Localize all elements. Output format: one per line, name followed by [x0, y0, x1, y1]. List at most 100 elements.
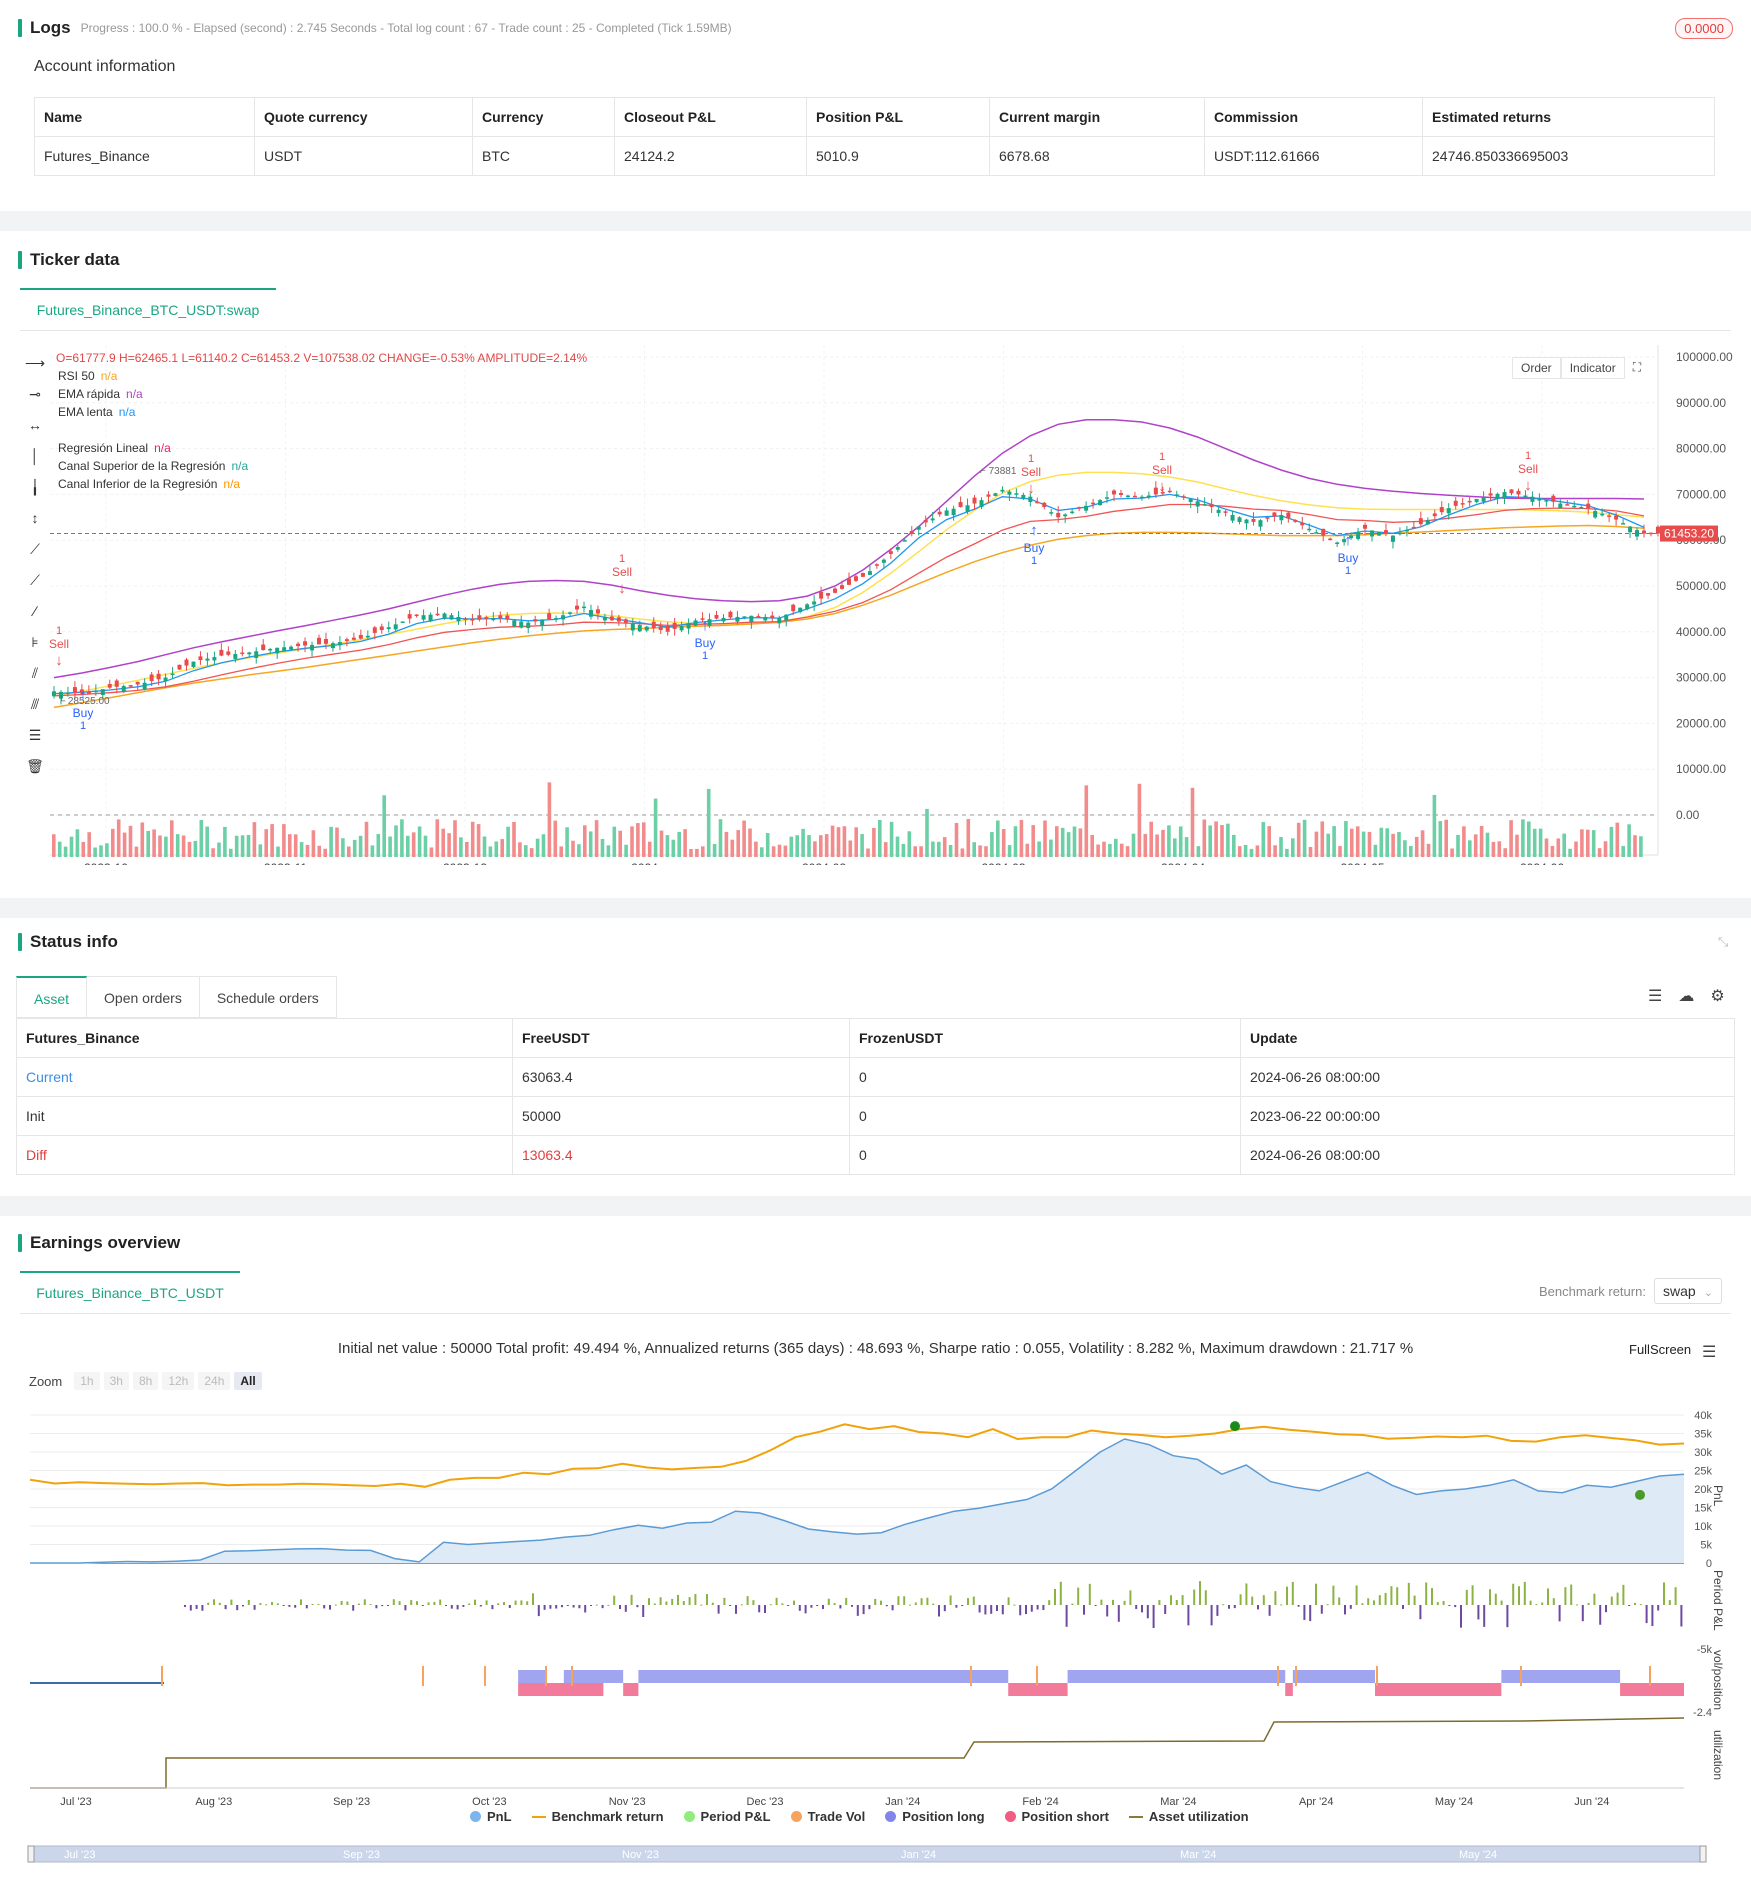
- table-cell: 0: [849, 1135, 1241, 1175]
- earnings-chart[interactable]: 40k 35k 30k 25k 20k 15k 10k 5k 0 PnL -5k Period P&L…: [24, 1400, 1734, 1870]
- sell-arrow-icon: ↓: [1524, 477, 1532, 494]
- gear-icon[interactable]: ⚙: [1710, 988, 1725, 1005]
- legend-item[interactable]: Benchmark return: [531, 1809, 664, 1824]
- parallel-channel-icon[interactable]: ⫽: [31, 665, 39, 681]
- zoom-all-button[interactable]: All: [234, 1372, 262, 1390]
- period-pnl-bar: [1558, 1605, 1561, 1622]
- candle-body: [1551, 495, 1556, 502]
- tab-ticker-symbol[interactable]: Futures_Binance_BTC_USDT:swap: [20, 288, 276, 330]
- candle-body: [1600, 513, 1605, 516]
- legend-item[interactable]: PnL: [470, 1809, 512, 1824]
- volume-bar: [1426, 843, 1431, 857]
- legend-item[interactable]: Trade Vol: [790, 1809, 865, 1824]
- period-pnl-bar: [1407, 1582, 1410, 1605]
- menu-icon[interactable]: ☰: [1702, 1344, 1717, 1361]
- candle-body: [540, 620, 545, 626]
- expand-icon[interactable]: ⛶: [1632, 360, 1642, 374]
- period-pnl-bar: [1425, 1582, 1428, 1605]
- candle-body: [484, 617, 489, 620]
- period-pnl-bar: [288, 1605, 291, 1607]
- candle-body: [721, 618, 726, 622]
- candle-body: [1063, 514, 1068, 517]
- legend-label: Canal Superior de la Regresión: [58, 459, 226, 473]
- vertical-line-icon[interactable]: │: [30, 448, 40, 464]
- sell-qty: 1: [1525, 450, 1531, 462]
- tab-asset[interactable]: Asset: [16, 976, 88, 1018]
- candle-body: [1021, 494, 1026, 499]
- benchmark-label: Benchmark return:: [1539, 1284, 1646, 1299]
- period-pnl-bar: [230, 1599, 233, 1605]
- period-pnl-bar: [1019, 1605, 1022, 1616]
- period-pnl-bar: [1454, 1605, 1457, 1608]
- position-short-block: [1620, 1683, 1684, 1696]
- volume-bar: [895, 836, 900, 857]
- candle-body: [881, 559, 886, 563]
- list-icon[interactable]: ☰: [1648, 988, 1663, 1005]
- period-pnl-bar: [1222, 1604, 1225, 1606]
- zoom-8h-button[interactable]: 8h: [132, 1372, 159, 1390]
- cloud-download-icon[interactable]: ☁: [1678, 988, 1695, 1005]
- period-pnl-bar: [375, 1605, 378, 1609]
- y-tick-label: 0: [1706, 1558, 1712, 1570]
- navigator-label: Jul '23: [64, 1849, 95, 1861]
- tab-schedule-orders[interactable]: Schedule orders: [199, 976, 337, 1018]
- period-pnl-bar: [1378, 1595, 1381, 1605]
- last-price-label: 61453.20: [1664, 527, 1714, 541]
- period-pnl-bar: [1181, 1595, 1184, 1605]
- volume-bar: [712, 843, 717, 857]
- trash-icon[interactable]: 🗑: [26, 758, 44, 774]
- indicator-button[interactable]: Indicator: [1560, 357, 1625, 379]
- table-row: Futures_Binance USDT BTC 24124.2 5010.9 …: [34, 136, 1715, 176]
- status-tabs: Asset Open orders Schedule orders: [16, 976, 337, 1018]
- volume-bar: [1562, 833, 1566, 857]
- price-range-icon[interactable]: ↕: [31, 510, 39, 526]
- zoom-3h-button[interactable]: 3h: [103, 1372, 129, 1390]
- zoom-12h-button[interactable]: 12h: [162, 1372, 195, 1390]
- period-pnl-bar: [1494, 1593, 1497, 1605]
- tab-earnings-symbol[interactable]: Futures_Binance_BTC_USDT: [20, 1271, 240, 1313]
- period-pnl-bar: [1349, 1605, 1352, 1609]
- order-button[interactable]: Order: [1512, 357, 1561, 379]
- volume-bar: [642, 822, 646, 857]
- navigator-label: May '24: [1459, 1849, 1497, 1861]
- horizontal-line-icon[interactable]: ⟶: [24, 355, 46, 371]
- period-pnl-bar: [1042, 1605, 1045, 1611]
- table-cell: 50000: [512, 1096, 850, 1136]
- zoom-24h-button[interactable]: 24h: [198, 1372, 231, 1390]
- volume-bar: [1202, 819, 1207, 857]
- y-tick-label: 10000.00: [1676, 762, 1726, 776]
- period-pnl-bar: [885, 1605, 888, 1607]
- volume-bar: [748, 828, 752, 857]
- period-pnl-bar: [317, 1603, 320, 1605]
- fib-channel-icon[interactable]: ⫻: [30, 696, 40, 712]
- period-pnl-bar: [648, 1598, 650, 1605]
- period-pnl-bar: [775, 1597, 778, 1605]
- benchmark-select[interactable]: swap ⌄: [1654, 1278, 1722, 1304]
- ray-line-icon[interactable]: ⟋: [30, 572, 40, 588]
- x-tick-label: Feb '24: [1022, 1796, 1058, 1808]
- volume-bar: [972, 842, 976, 857]
- legend-item[interactable]: Period P&L: [683, 1809, 771, 1824]
- extended-line-icon[interactable]: ↔: [28, 417, 42, 433]
- price-label-icon[interactable]: ⊧: [31, 634, 39, 650]
- legend-item[interactable]: Position long: [885, 1809, 985, 1824]
- segment-icon[interactable]: ∕: [33, 603, 37, 619]
- volume-bar: [1344, 821, 1348, 857]
- period-pnl-bar: [526, 1601, 529, 1605]
- trend-line-icon[interactable]: ⟋: [30, 541, 40, 557]
- fib-retracement-icon[interactable]: ☰: [28, 727, 42, 743]
- candle-body: [1628, 526, 1633, 533]
- fullscreen-button[interactable]: FullScreen: [1629, 1342, 1692, 1357]
- legend-item[interactable]: Position short: [1004, 1809, 1109, 1824]
- horizontal-ray-icon[interactable]: ⊸: [29, 386, 41, 402]
- zoom-1h-button[interactable]: 1h: [74, 1372, 100, 1390]
- candlestick-chart[interactable]: 100000.0090000.0080000.0070000.0060000.0…: [48, 345, 1738, 865]
- vertical-segment-icon[interactable]: ╽: [30, 479, 40, 495]
- collapse-icon[interactable]: ⤡: [1718, 934, 1729, 949]
- candle-body: [149, 674, 154, 682]
- volume-bar: [116, 819, 121, 857]
- period-pnl-bar: [1262, 1595, 1265, 1605]
- sell-qty: 1: [619, 553, 625, 565]
- tab-open-orders[interactable]: Open orders: [87, 976, 200, 1018]
- legend-item[interactable]: Asset utilization: [1128, 1809, 1249, 1824]
